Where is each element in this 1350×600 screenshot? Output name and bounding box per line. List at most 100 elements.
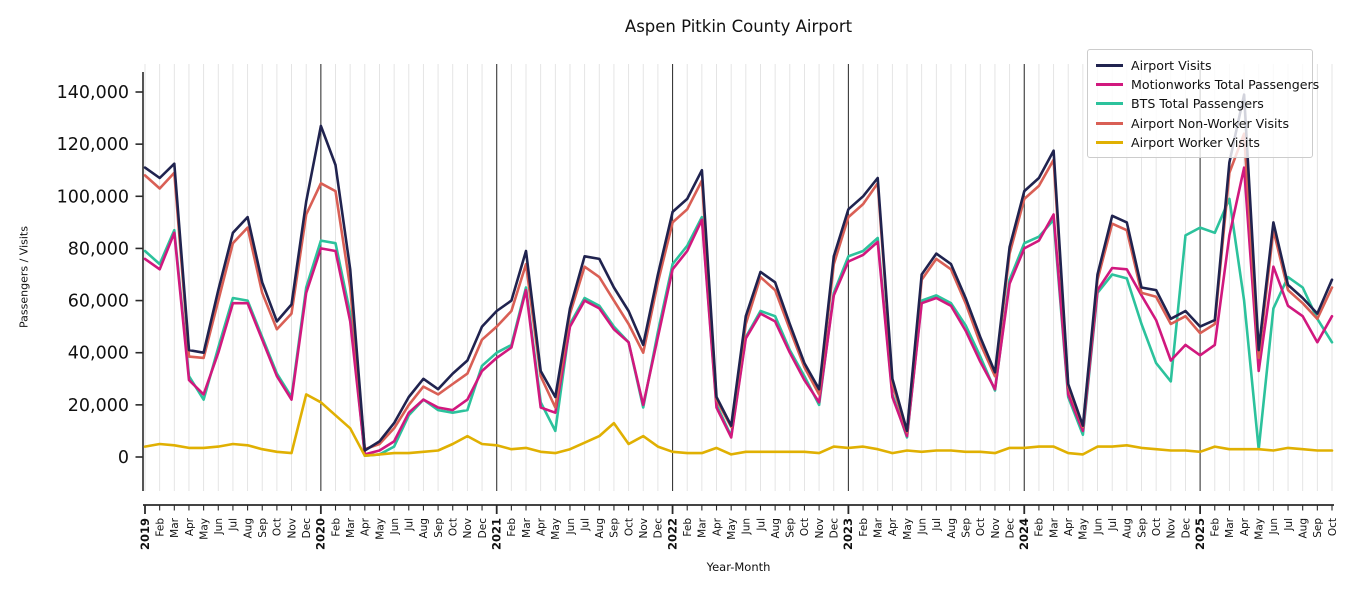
x-tick-label: Nov [990, 518, 1002, 539]
x-tick-label: Dec [653, 518, 665, 539]
x-tick-label: Jul [1107, 518, 1119, 532]
x-tick-label: Sep [433, 518, 445, 538]
series-line-airport-non-worker-visits [143, 132, 1334, 451]
x-tick-label: Oct [1327, 518, 1339, 536]
series-line-motionworks-total-passengers [143, 166, 1334, 456]
x-tick-label: Apr [711, 517, 723, 536]
x-tick-label: Jun [1092, 518, 1104, 535]
legend-swatch-icon [1096, 64, 1123, 68]
x-tick-label: Jun [916, 518, 928, 535]
x-tick-label: Mar [521, 517, 533, 537]
legend-swatch-icon [1096, 121, 1123, 125]
legend-item: Airport Worker Visits [1096, 133, 1304, 152]
x-tick-label: Dec [829, 518, 841, 539]
x-tick-label: 2021 [490, 518, 504, 550]
x-tick-label: Mar [169, 517, 181, 537]
x-tick-label: Mar [873, 517, 885, 537]
x-tick-label: Jul [931, 518, 943, 532]
x-tick-label: Jul [579, 518, 591, 532]
x-tick-label: Jun [741, 518, 753, 535]
x-tick-label: May [726, 518, 738, 540]
x-tick-label: Oct [1151, 518, 1163, 536]
x-tick-label: Oct [448, 518, 460, 536]
x-tick-label: Apr [360, 517, 372, 536]
series-line-airport-worker-visits [143, 393, 1334, 458]
x-tick-label: Aug [946, 518, 958, 539]
x-tick-label: 2020 [314, 518, 328, 550]
legend-swatch-icon [1096, 102, 1123, 106]
x-tick-label: Feb [330, 518, 342, 537]
legend-item: Motionworks Total Passengers [1096, 75, 1319, 94]
legend-label: BTS Total Passengers [1131, 96, 1264, 112]
x-tick-label: May [902, 518, 914, 540]
x-tick-label: Nov [1166, 518, 1178, 539]
x-tick-label: Nov [462, 518, 474, 539]
x-tick-label: Jul [1283, 518, 1295, 532]
x-tick-label: Feb [1034, 518, 1046, 537]
legend-label: Motionworks Total Passengers [1131, 77, 1320, 93]
y-tick-label: 0 [118, 448, 129, 468]
legend-item: Airport Visits [1096, 56, 1304, 75]
x-tick-label: May [550, 518, 562, 540]
x-tick-label: Dec [301, 518, 313, 539]
x-tick-label: Oct [623, 518, 635, 536]
x-tick-label: Aug [1297, 518, 1309, 539]
x-tick-label: Jun [565, 518, 577, 535]
x-tick-label: Jul [228, 518, 240, 532]
x-tick-label: May [374, 518, 386, 540]
x-tick-label: Oct [272, 518, 284, 536]
y-tick-label: 40,000 [68, 344, 129, 364]
x-tick-label: Aug [242, 518, 254, 539]
y-tick-label: 100,000 [57, 187, 129, 207]
legend-swatch-icon [1096, 83, 1123, 87]
x-tick-label: Aug [770, 518, 782, 539]
legend-swatch-icon [1096, 140, 1123, 144]
x-tick-label: Jun [1268, 518, 1280, 535]
x-tick-label: 2022 [665, 518, 679, 550]
x-tick-label: Nov [814, 518, 826, 539]
x-tick-label: Feb [682, 518, 694, 537]
x-tick-label: Sep [785, 518, 797, 538]
x-tick-label: Mar [1048, 517, 1060, 537]
x-tick-label: Apr [1063, 517, 1075, 536]
x-tick-label: Nov [286, 518, 298, 539]
x-tick-label: Apr [887, 517, 899, 536]
x-tick-label: Mar [345, 517, 357, 537]
x-tick-label: Sep [1136, 518, 1148, 538]
legend: Airport Visits Motionworks Total Passenge… [1087, 49, 1319, 158]
legend-label: Airport Worker Visits [1131, 134, 1260, 150]
x-tick-label: Sep [960, 518, 972, 538]
x-tick-label: Apr [184, 517, 196, 536]
series-line-bts-total-passengers [143, 197, 1334, 458]
x-tick-label: 2019 [138, 518, 152, 550]
x-tick-label: 2025 [1193, 518, 1207, 550]
x-tick-label: Feb [858, 518, 870, 537]
x-tick-label: Sep [257, 518, 269, 538]
x-tick-label: Aug [594, 518, 606, 539]
y-tick-label: 20,000 [68, 396, 129, 416]
x-tick-label: May [1078, 518, 1090, 540]
x-tick-label: Apr [535, 517, 547, 536]
y-tick-label: 80,000 [68, 239, 129, 259]
x-tick-label: Feb [154, 518, 166, 537]
x-tick-label: Jul [404, 518, 416, 532]
x-tick-label: 2024 [1017, 518, 1031, 550]
legend-label: Airport Visits [1131, 58, 1212, 74]
y-tick-label: 120,000 [57, 135, 129, 155]
x-tick-label: Jun [213, 518, 225, 535]
x-tick-label: May [1254, 518, 1266, 540]
x-tick-label: 2023 [841, 518, 855, 550]
legend-label: Airport Non-Worker Visits [1131, 115, 1290, 131]
chart-title: Aspen Pitkin County Airport [624, 17, 853, 36]
x-tick-label: Nov [638, 518, 650, 539]
x-tick-label: Oct [975, 518, 987, 536]
x-axis-label: Year-Month [706, 560, 771, 574]
x-tick-label: Jun [389, 518, 401, 535]
x-tick-label: Sep [1312, 518, 1324, 538]
x-tick-label: Dec [477, 518, 489, 539]
series-line-airport-visits [143, 93, 1334, 452]
x-tick-label: Dec [1180, 518, 1192, 539]
x-tick-label: May [198, 518, 210, 540]
